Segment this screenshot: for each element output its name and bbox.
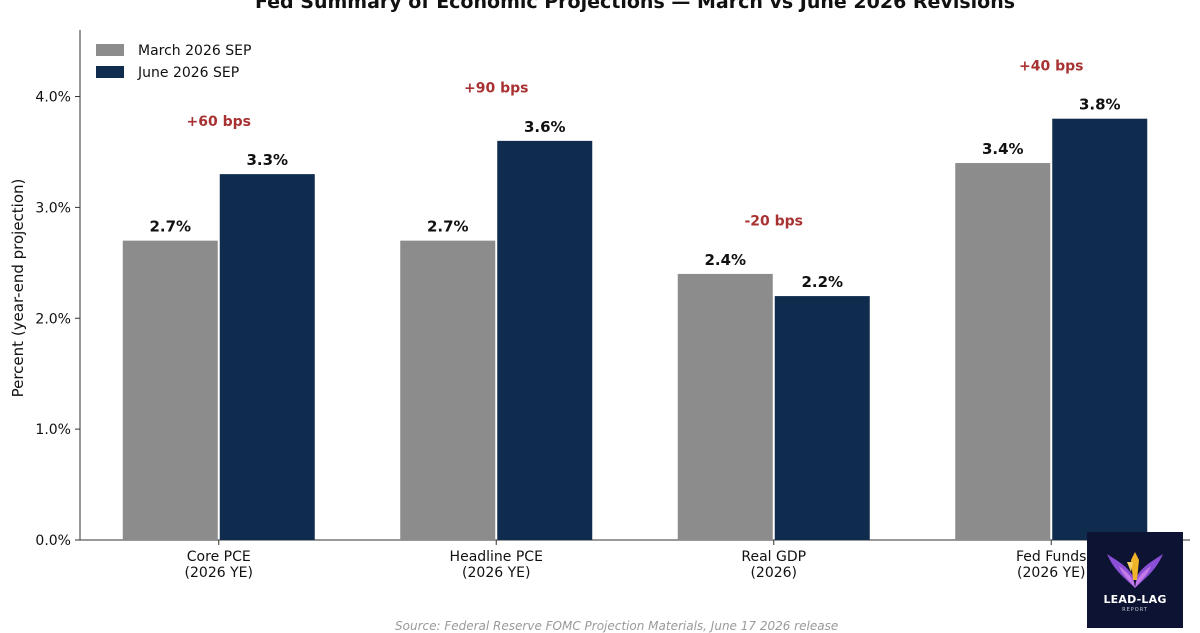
chart-bars (122, 118, 1148, 541)
lead-lag-logo: LEAD-LAG REPORT (1087, 532, 1183, 628)
legend-entry: March 2026 SEP (138, 43, 251, 59)
y-tick-label: 3.0% (35, 200, 71, 216)
chart-title: Fed Summary of Economic Projections — Ma… (254, 0, 1016, 13)
x-tick-label: (2026 YE) (1017, 565, 1085, 581)
revision-annotation: +60 bps (187, 114, 251, 130)
x-tick-label: (2026 YE) (462, 565, 530, 581)
legend-swatch (96, 66, 124, 78)
bar-march (400, 240, 496, 541)
chart-labels: 2.7% 3.3% +60 bps 2.7% 3.6% +90 bps 2.4% 2.2% -2… (149, 58, 1120, 291)
bar-march (122, 240, 218, 541)
legend-swatch (96, 44, 124, 56)
x-tick-label: Real GDP (741, 549, 806, 565)
logo-subtext: REPORT (1122, 607, 1148, 613)
y-axis-label: Percent (year-end projection) (9, 179, 27, 398)
bar-march (955, 163, 1051, 541)
x-tick-label: Core PCE (187, 549, 251, 565)
bar-value-label: 2.7% (427, 218, 469, 236)
y-tick-label: 4.0% (35, 90, 71, 106)
bar-value-label: 3.4% (982, 140, 1024, 158)
x-tick-label: Fed Funds (1016, 549, 1086, 565)
chart-legend[interactable]: March 2026 SEP June 2026 SEP (96, 43, 251, 81)
revision-annotation: -20 bps (744, 214, 803, 230)
x-tick-label: (2026 YE) (185, 565, 253, 581)
source-note: Source: Federal Reserve FOMC Projection … (395, 619, 839, 633)
y-tick-label: 0.0% (35, 533, 71, 549)
x-tick-label: (2026) (750, 565, 797, 581)
x-tick-label: Headline PCE (450, 549, 543, 565)
revision-annotation: +90 bps (464, 81, 528, 97)
bar-value-label: 2.4% (704, 251, 746, 269)
bar-value-label: 2.2% (801, 273, 843, 291)
logo-emblem-icon (1107, 552, 1163, 588)
bar-value-label: 2.7% (149, 218, 191, 236)
chart-axes: 0.0% 1.0% 2.0% 3.0% 4.0% Percent (year-end pr… (9, 30, 1190, 581)
bar-value-label: 3.8% (1079, 96, 1121, 114)
logo-text: LEAD-LAG (1103, 593, 1167, 606)
bar-june (497, 140, 593, 540)
y-tick-label: 1.0% (35, 422, 71, 438)
revision-annotation: +40 bps (1019, 58, 1083, 74)
bar-value-label: 3.3% (246, 151, 288, 169)
bar-june (219, 174, 315, 540)
bar-march (677, 273, 773, 540)
bar-june (1052, 118, 1148, 541)
bar-june (774, 296, 870, 540)
legend-entry: June 2026 SEP (137, 65, 239, 81)
y-tick-label: 2.0% (35, 311, 71, 327)
bar-value-label: 3.6% (524, 118, 566, 136)
